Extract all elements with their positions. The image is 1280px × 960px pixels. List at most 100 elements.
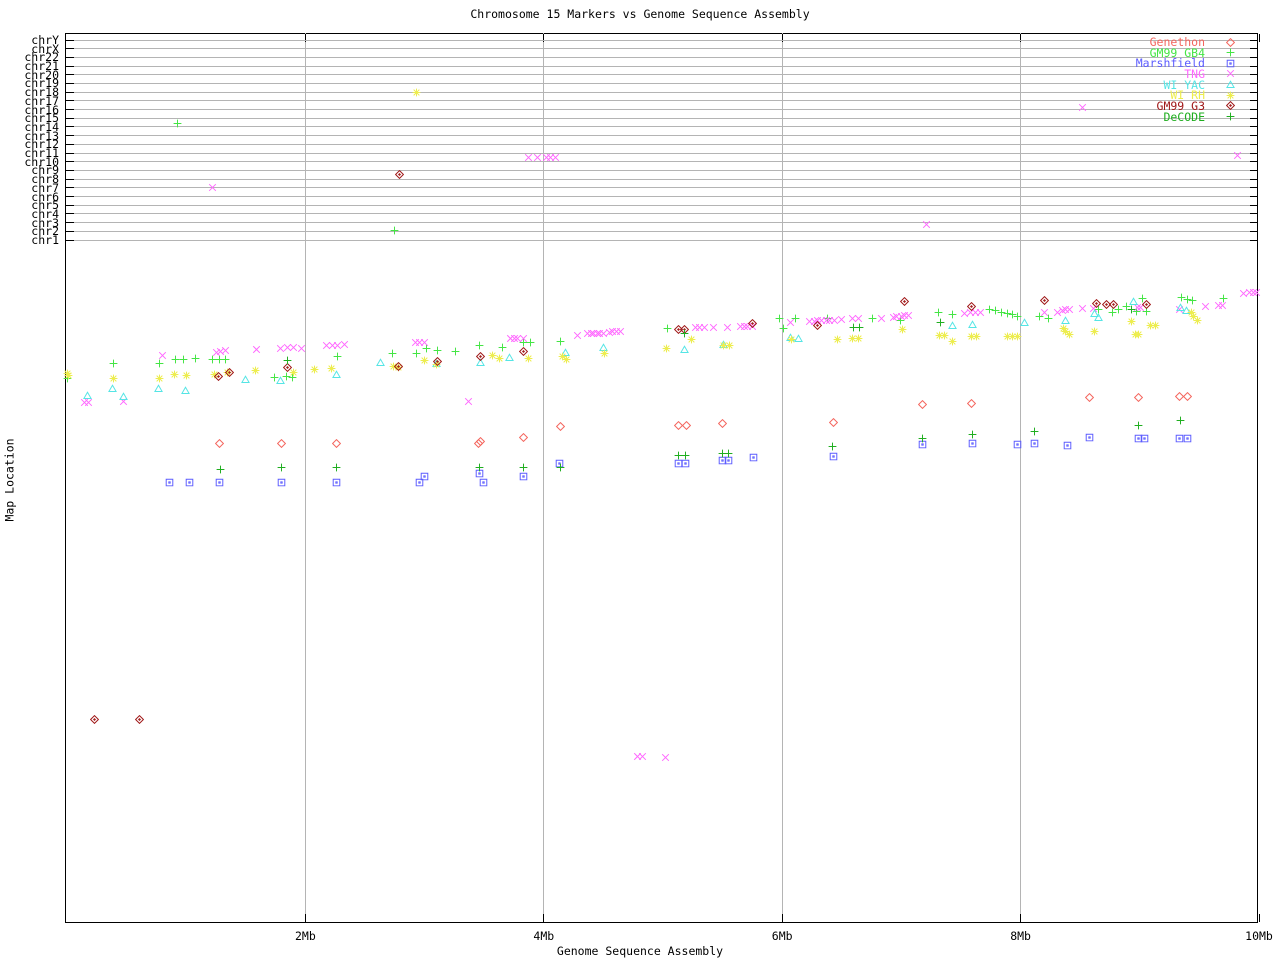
data-point-gm99-gb4 xyxy=(526,338,535,347)
x-tick-bottom xyxy=(543,914,545,922)
data-point-gm99-gb4 xyxy=(934,308,943,317)
data-point-genethon xyxy=(828,417,838,427)
x-gridline xyxy=(543,33,545,922)
chromosome-label: chr15 xyxy=(24,111,59,126)
data-point-gm99-g3 xyxy=(1092,298,1102,308)
data-point-marshfield xyxy=(1140,434,1149,443)
data-point-tng xyxy=(661,753,670,762)
y-tick-left xyxy=(66,126,74,128)
y-tick-left xyxy=(66,161,74,163)
y-tick-right xyxy=(1250,126,1258,128)
y-tick-left xyxy=(66,152,74,154)
chromosome-label: chr22 xyxy=(24,50,59,65)
y-tick-right xyxy=(1250,74,1258,76)
y-tick-right xyxy=(1250,230,1258,232)
data-point-gm99-g3 xyxy=(135,714,145,724)
data-point-gm99-g3 xyxy=(967,301,977,311)
data-point-wi-rh xyxy=(725,341,734,350)
chromosome-line xyxy=(66,178,1258,180)
y-tick-right xyxy=(1250,239,1258,241)
chromosome-label: chr21 xyxy=(24,59,59,74)
chromosome-label: chr13 xyxy=(24,128,59,143)
data-point-gm99-gb4 xyxy=(868,314,877,323)
x-tick-label: 2Mb xyxy=(295,929,316,943)
chromosome-line xyxy=(66,109,1258,111)
data-point-wi-rh xyxy=(948,337,957,346)
chromosome-line xyxy=(66,65,1258,67)
data-point-marshfield xyxy=(185,478,194,487)
data-point-tng xyxy=(589,329,598,338)
data-point-gm99-gb4 xyxy=(1114,305,1123,314)
legend-marker-tng xyxy=(1226,69,1235,78)
data-point-gm99-gb4 xyxy=(390,226,399,235)
data-point-gm99-g3 xyxy=(395,169,405,179)
data-point-genethon xyxy=(1182,391,1192,401)
data-point-genethon xyxy=(1085,392,1095,402)
data-point-tng xyxy=(333,341,342,350)
data-point-gm99-gb4 xyxy=(775,314,784,323)
chromosome-label: chr19 xyxy=(24,76,59,91)
chromosome-label: chrY xyxy=(31,33,59,47)
data-point-tng xyxy=(80,398,89,407)
data-point-marshfield xyxy=(475,469,484,478)
data-point-gm99-gb4 xyxy=(451,347,460,356)
data-point-decode xyxy=(1030,427,1039,436)
data-point-decode xyxy=(918,434,927,443)
data-point-gm99-gb4 xyxy=(779,324,788,333)
data-point-tng xyxy=(595,329,604,338)
data-point-wi-rh xyxy=(1189,312,1198,321)
y-tick-right xyxy=(1250,39,1258,41)
x-tick-top xyxy=(543,34,545,42)
data-point-tng xyxy=(221,346,230,355)
data-point-tng xyxy=(1078,304,1087,313)
y-tick-right xyxy=(1250,100,1258,102)
data-point-marshfield xyxy=(829,452,838,461)
data-point-tng xyxy=(748,322,757,331)
y-tick-right xyxy=(1250,222,1258,224)
chromosome-label: chr11 xyxy=(24,146,59,161)
data-point-gm99-gb4 xyxy=(109,359,118,368)
y-tick-left xyxy=(66,213,74,215)
data-point-wi-rh xyxy=(787,335,796,344)
data-point-wi-rh xyxy=(1127,317,1136,326)
data-point-decode xyxy=(674,451,683,460)
data-point-gm99-gb4 xyxy=(433,346,442,355)
data-point-tng xyxy=(1252,288,1261,297)
data-point-tng xyxy=(700,323,709,332)
data-point-gm99-g3 xyxy=(213,371,223,381)
data-point-marshfield xyxy=(1063,441,1072,450)
data-point-wi-rh xyxy=(558,352,567,361)
chromosome-line xyxy=(66,187,1258,189)
data-point-tng xyxy=(506,334,515,343)
data-point-decode xyxy=(1176,416,1185,425)
data-point-gm99-gb4 xyxy=(556,337,565,346)
y-tick-left xyxy=(66,117,74,119)
data-point-tng xyxy=(638,752,647,761)
data-point-tng xyxy=(322,341,331,350)
data-point-genethon xyxy=(555,421,565,431)
data-point-gm99-gb4 xyxy=(791,314,800,323)
data-point-tng xyxy=(340,340,349,349)
data-point-wi-rh xyxy=(1090,327,1099,336)
chromosome-line xyxy=(66,74,1258,76)
y-tick-right xyxy=(1250,91,1258,93)
data-point-tng xyxy=(830,316,839,325)
chromosome-label: chr10 xyxy=(24,154,59,169)
y-tick-right xyxy=(1250,143,1258,145)
data-point-tng xyxy=(297,344,306,353)
data-point-wi-rh xyxy=(170,370,179,379)
data-point-wi-yac xyxy=(154,383,164,393)
data-point-genethon xyxy=(1174,391,1184,401)
x-tick-top xyxy=(1020,34,1022,42)
data-point-tng xyxy=(848,314,857,323)
data-point-tng xyxy=(510,334,519,343)
data-point-gm99-gb4 xyxy=(1219,294,1228,303)
y-tick-right xyxy=(1250,56,1258,58)
data-point-wi-rh xyxy=(210,370,219,379)
data-point-gm99-g3 xyxy=(673,324,683,334)
data-point-wi-rh xyxy=(1013,332,1022,341)
legend-marker-gm99-gb4 xyxy=(1226,48,1235,57)
data-point-gm99-g3 xyxy=(393,361,403,371)
data-point-gm99-gb4 xyxy=(333,352,342,361)
chromosome-line xyxy=(66,213,1258,215)
